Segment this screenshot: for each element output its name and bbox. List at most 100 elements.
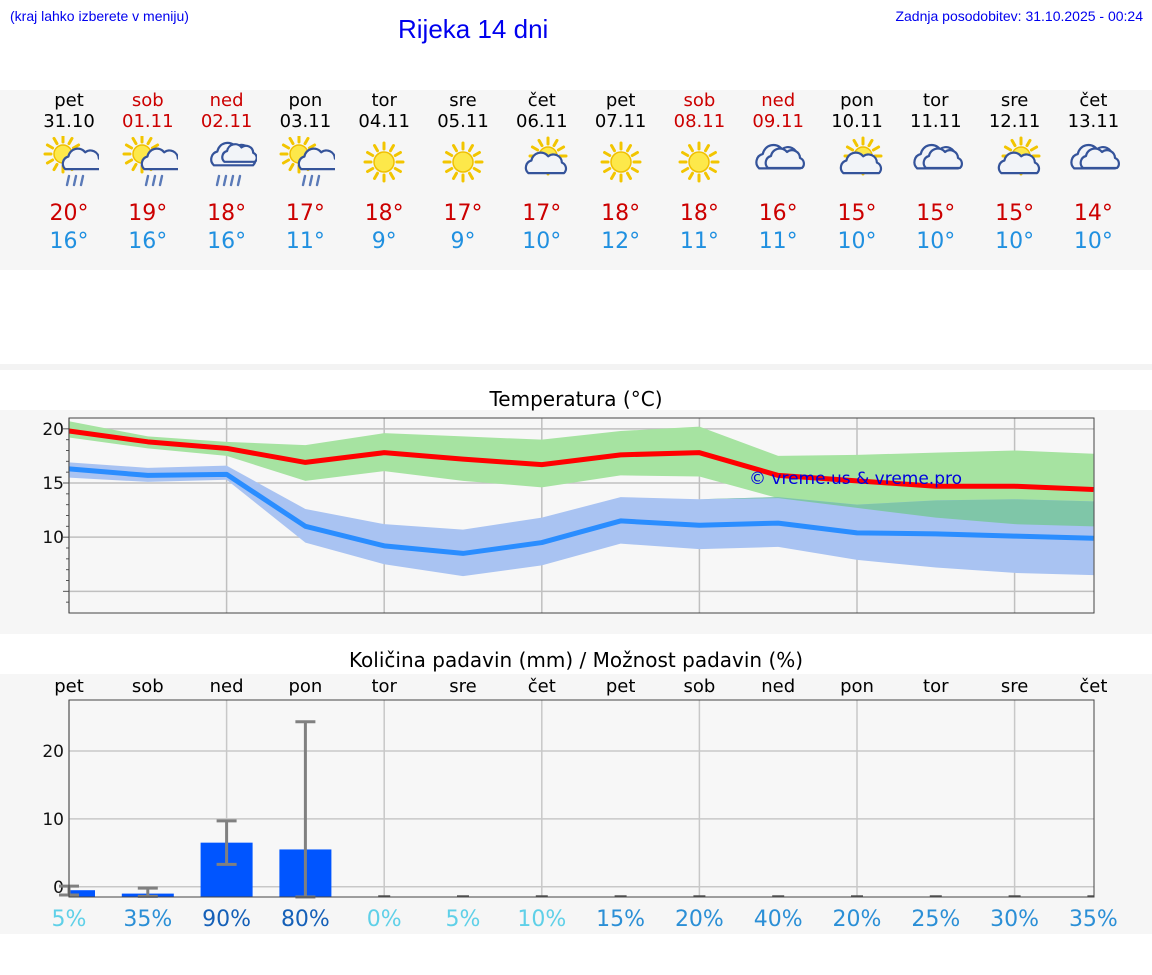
min-temperature: 11° [758,229,798,254]
day-name: čet [527,90,556,111]
y-tick-label: 15 [42,474,64,494]
day-column: sre 12.11 15° 10° [977,90,1053,256]
rain-drop [316,174,321,187]
cloud-shape [997,151,1040,175]
precipitation-chance: 90% [202,907,251,932]
temperature-chart-title: Temperatura (°C) [489,387,663,411]
sun-shape [442,141,484,183]
day-name: tor [923,90,949,111]
day-column: pon 03.11 17° 11° [267,90,343,256]
min-temperature: 10° [522,229,562,254]
cloud-shape [524,151,567,175]
day-column: tor 04.11 18° 9° [346,90,422,256]
day-date: 13.11 [1067,111,1120,132]
temperature-chart: 10 15 20 © vreme.us & vreme.pro [42,417,1095,614]
x-category-label: čet [528,676,556,697]
sun-shape [363,141,405,183]
cloud-shape [1080,147,1121,170]
day-date: 01.11 [122,111,174,132]
day-name: sre [1000,90,1029,111]
min-temperature: 10° [837,229,877,254]
min-temperature: 10° [916,229,956,254]
max-temperature: 17° [285,201,325,226]
day-column: čet 13.11 14° 10° [1055,90,1131,256]
day-date: 09.11 [752,111,804,132]
max-temperature: 18° [679,201,719,226]
precipitation-chance: 80% [281,907,330,932]
sun-icon [433,136,493,196]
x-category-label: sre [449,676,476,697]
max-temperature: 17° [522,201,562,226]
sun-cloud-rain-icon [39,134,105,196]
day-name: pon [840,90,874,111]
day-name: pon [288,90,323,111]
cloud-icon [748,136,808,196]
min-temperature: 16° [207,229,247,254]
x-category-label: pon [288,676,322,697]
day-column: čet 06.11 17° 10° [504,90,580,256]
day-date: 31.10 [43,111,95,132]
day-name: sob [131,90,164,111]
x-category-label: ned [761,676,795,697]
plot-frame [68,417,1095,614]
day-date: 12.11 [988,111,1041,132]
rain-drop [144,174,149,187]
x-category-label: čet [1079,676,1107,697]
x-category-label: sre [1001,676,1028,697]
page-title: Rijeka 14 dni [398,14,549,44]
precipitation-chance: 5% [446,907,481,932]
day-column: sob 01.11 19° 16° [110,90,186,256]
divider [0,364,1152,370]
sun-icon [669,136,729,196]
day-column: ned 09.11 16° 11° [740,90,816,256]
sun-cloud-icon [985,136,1045,196]
x-category-label: pon [840,676,874,697]
precipitation-chance: 35% [1069,907,1118,932]
precipitation-chance: 10% [517,907,566,932]
day-column: pet 07.11 18° 12° [583,90,659,256]
min-temperature: 12° [601,229,641,254]
min-temperature: 16° [49,229,89,254]
max-temperature: 20° [49,201,89,226]
sun-cloud-icon [512,136,572,196]
rain-drop [236,174,241,187]
rain-drop [309,174,314,187]
day-date: 11.11 [910,111,962,132]
day-date: 07.11 [594,111,647,132]
max-temperature: 15° [916,201,956,226]
max-temperature: 17° [443,201,483,226]
watermark: © vreme.us & vreme.pro [749,469,962,489]
location-hint[interactable]: (kraj lahko izberete v meniju) [10,8,189,24]
day-column: ned 02.11 18° 16° [189,90,265,256]
precipitation-chance: 35% [123,907,172,932]
rain-drop [72,174,78,187]
cloud-shape [839,151,883,175]
cloud-rain-icon [197,136,258,196]
sun-cloud-rain-icon [118,134,183,196]
sun-shape [600,141,642,183]
rain-drop [79,174,85,187]
rain-drop [151,174,156,187]
last-updated: Zadnja posodobitev: 31.10.2025 - 00:24 [895,8,1143,24]
day-column: sob 08.11 18° 11° [661,90,737,256]
x-category-label: sob [132,676,164,697]
day-date: 06.11 [516,111,568,132]
rain-drop [229,174,234,187]
cloud-shape [220,143,258,163]
y-tick-label: 20 [42,742,64,762]
day-column: sre 05.11 17° 9° [425,90,501,256]
sun-cloud-icon [827,136,887,196]
min-temperature: 11° [285,229,325,254]
max-temperature: 19° [128,201,168,226]
y-tick-label: 10 [42,810,64,830]
min-temperature-band [69,462,1094,577]
rain-drop [158,174,163,187]
min-temperature: 9° [371,229,397,254]
y-tick-label: 0 [53,878,64,898]
precipitation-chance: 20% [675,907,724,932]
day-name: ned [209,90,244,111]
precipitation-chance: 25% [911,907,960,932]
y-tick-label: 20 [42,420,64,440]
precipitation-chance: 30% [990,907,1039,932]
precipitation-chance: 15% [596,907,645,932]
